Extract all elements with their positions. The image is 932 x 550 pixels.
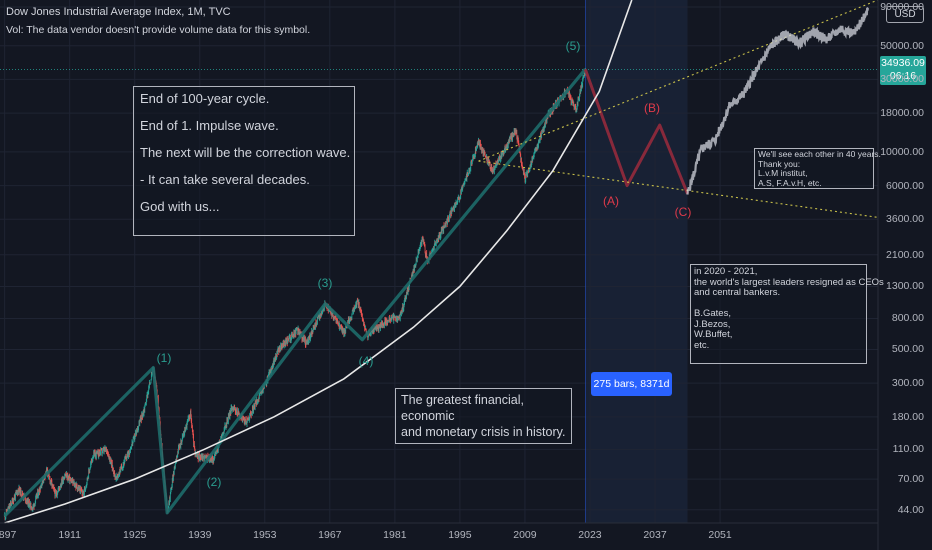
leaders-note-line: B.Gates, <box>694 308 731 319</box>
last-price: 34936.09 <box>881 57 925 69</box>
forty-years-note[interactable]: We'll see each other in 40 years. Thank … <box>754 148 881 189</box>
leaders-note-line: W.Buffet, <box>694 329 733 340</box>
time-axis-label: 1981 <box>383 529 407 541</box>
price-axis-label: 3600.00 <box>886 213 924 226</box>
cycle-note-line: - It can take several decades. <box>140 172 310 187</box>
price-axis-label: 2100.00 <box>886 248 924 261</box>
price-axis-label: 30000.00 <box>880 73 924 86</box>
currency-button[interactable]: USD <box>886 6 924 23</box>
leaders-note[interactable]: in 2020 - 2021, the world's largest lead… <box>690 264 884 364</box>
price-axis-label: 300.00 <box>891 377 924 390</box>
projection-line <box>686 7 870 195</box>
chart-title: Dow Jones Industrial Average Index, 1M, … <box>6 6 231 18</box>
price-axis-label: 110.00 <box>892 443 924 456</box>
forty-years-note-line: L.v.M institut, <box>758 168 808 178</box>
time-axis-label: 1995 <box>448 529 472 541</box>
time-axis-label: 1911 <box>58 529 81 541</box>
crisis-note-line: and monetary crisis in history. <box>401 425 566 439</box>
growth-curve-line <box>4 0 633 524</box>
time-axis-label: 1967 <box>318 529 342 541</box>
forty-years-note-line: We'll see each other in 40 years. <box>758 149 881 159</box>
wave-label-a: (A) <box>603 194 619 208</box>
time-axis-label: 2009 <box>513 529 537 541</box>
cycle-note-line: The next will be the correction wave. <box>140 145 351 160</box>
cycle-note[interactable]: End of 100-year cycle. End of 1. Impulse… <box>133 86 355 236</box>
leaders-note-line: and central bankers. <box>694 287 781 298</box>
bars-range-highlight <box>585 0 688 523</box>
time-axis-label: 2023 <box>578 529 602 541</box>
volume-note: Vol: The data vendor doesn't provide vol… <box>6 24 311 36</box>
time-axis-label: 1939 <box>188 529 212 541</box>
cycle-note-line: End of 1. Impulse wave. <box>140 118 279 133</box>
wave-label-5: (5) <box>565 39 581 53</box>
bar-countdown: 06:16 <box>889 70 917 82</box>
forty-years-note-line: A.S, F.A.v.H, etc. <box>758 177 822 188</box>
time-axis-label: 1953 <box>253 529 277 541</box>
price-axis-label: 180.00 <box>891 410 924 423</box>
price-axis-label: 70.00 <box>897 473 924 486</box>
impulse-wave-line <box>3 68 587 518</box>
crisis-note-line: economic <box>401 409 455 423</box>
price-axis-label: 1300.00 <box>886 280 924 293</box>
correction-wave-line <box>583 68 689 195</box>
crisis-note[interactable]: The greatest financial, economic and mon… <box>395 388 572 444</box>
price-axis-label: 90000.00 <box>880 0 924 13</box>
price-axis-label: 6000.00 <box>886 179 924 192</box>
leaders-note-line: in 2020 - 2021, <box>694 266 758 277</box>
leaders-note-line: J.Bezos, <box>694 318 731 330</box>
wave-label-2: (2) <box>206 475 222 489</box>
last-price-tag: 34936.09 06:16 <box>880 56 926 85</box>
price-axis-label: 18000.00 <box>880 107 924 120</box>
bars-range-badge: 275 bars, 8371d <box>591 372 672 396</box>
crisis-note-line: The greatest financial, <box>401 393 524 407</box>
time-axis-label: 2051 <box>708 529 732 541</box>
time-axis-label: 1897 <box>0 529 17 541</box>
time-axis-label: 2037 <box>643 529 667 541</box>
price-axis-label: 10000.00 <box>880 145 924 158</box>
price-axis-label: 44.00 <box>897 503 924 516</box>
channel-upper-line <box>478 0 879 162</box>
cycle-note-line: End of 100-year cycle. <box>140 91 270 106</box>
wave-label-c: (C) <box>674 205 692 219</box>
cycle-note-line: God with us... <box>140 199 220 214</box>
wave-label-1: (1) <box>156 351 172 365</box>
wave-label-4: (4) <box>358 354 374 368</box>
price-axis-label: 500.00 <box>891 343 924 356</box>
forty-years-note-line: Thank you: <box>758 158 801 169</box>
wave-label-3: (3) <box>317 276 333 290</box>
time-axis-label: 1925 <box>123 529 147 541</box>
leaders-note-line: the world's largest leaders resigned as … <box>694 276 884 288</box>
price-axis-label: 800.00 <box>891 312 924 325</box>
leaders-note-line: etc. <box>694 339 710 351</box>
wave-label-b: (B) <box>644 101 660 115</box>
channel-lower-line <box>478 160 879 218</box>
price-axis-label: 50000.00 <box>880 39 924 52</box>
